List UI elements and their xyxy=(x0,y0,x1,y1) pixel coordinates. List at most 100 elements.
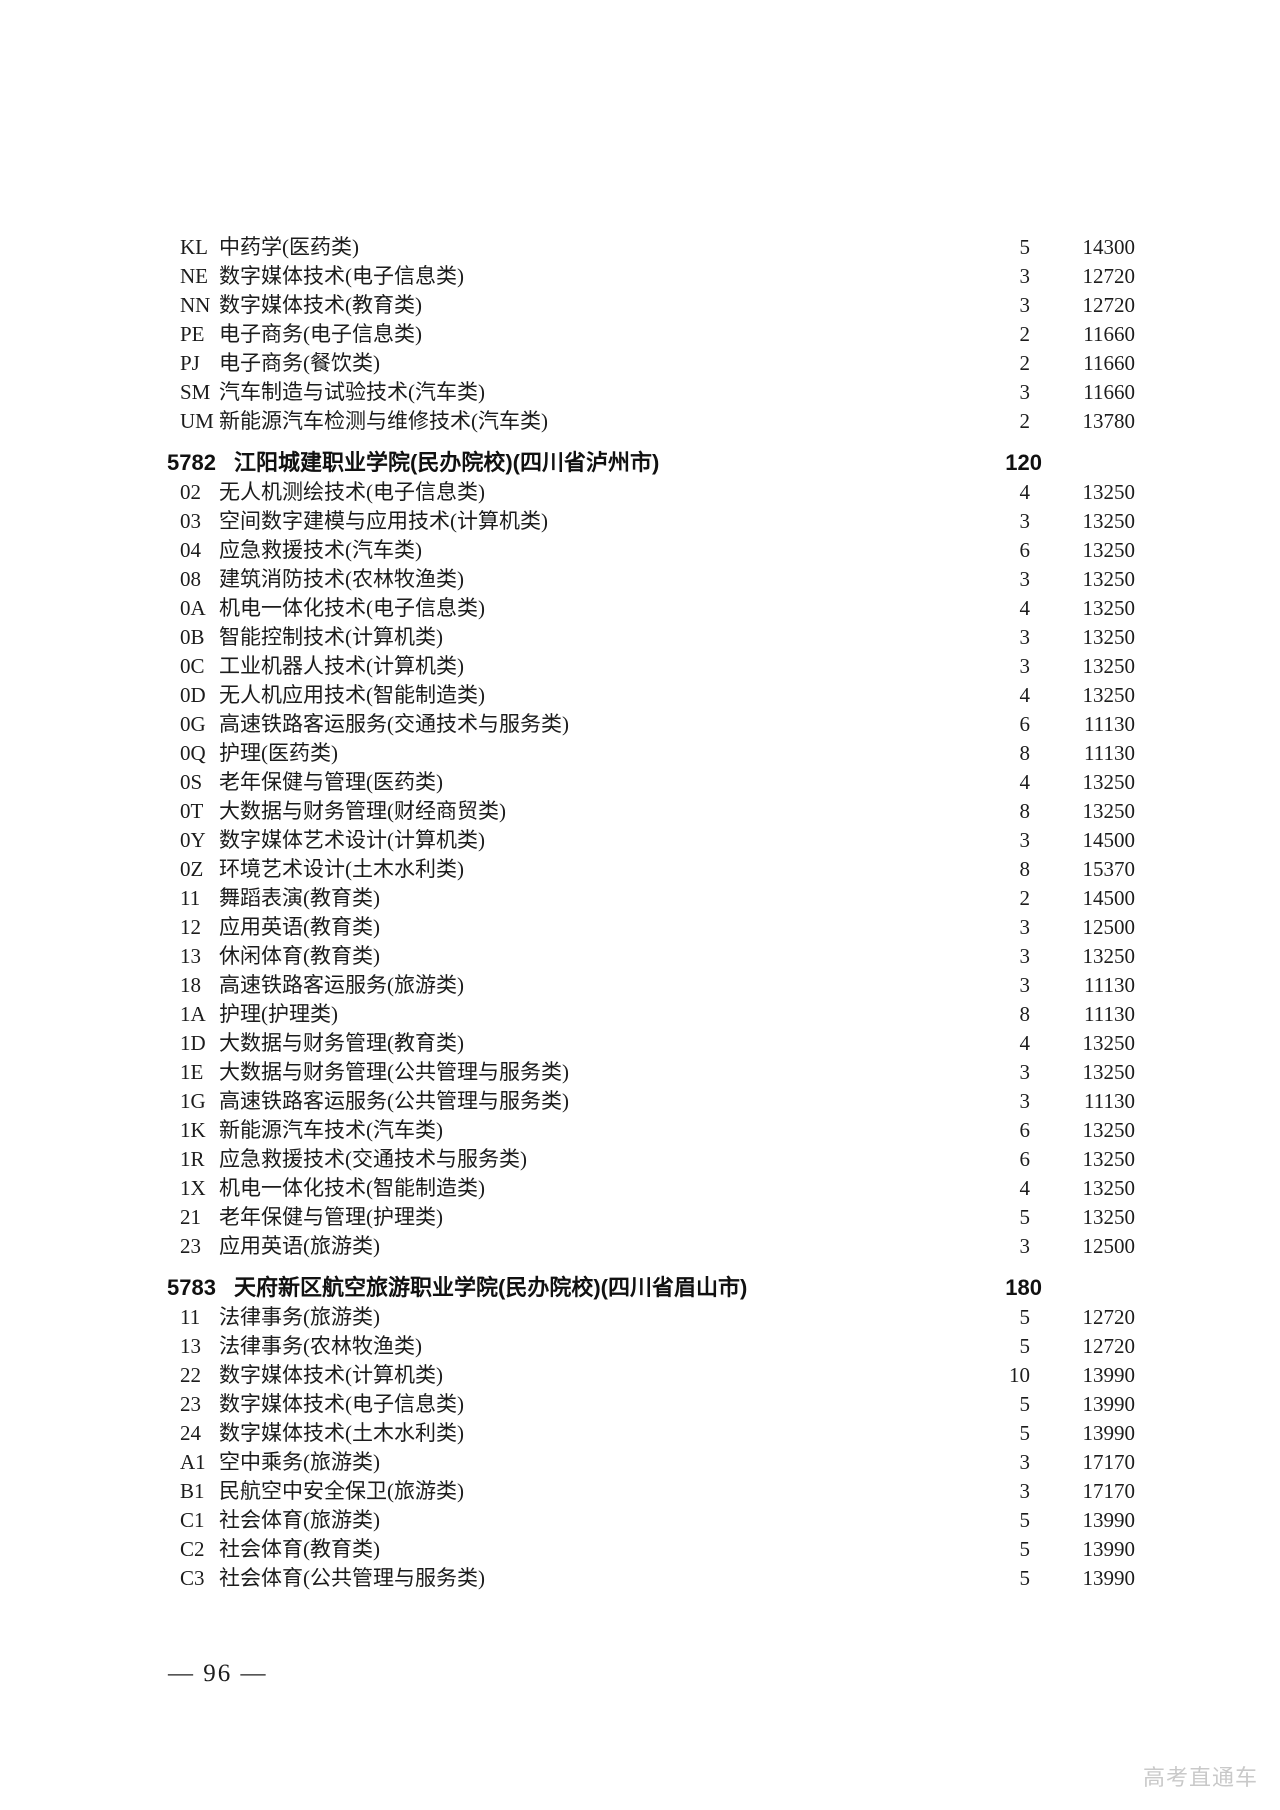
table-row: PE 电子商务(电子信息类) 2 11660 xyxy=(0,320,1280,349)
major-name: 护理(医药类) xyxy=(219,741,338,765)
table-row: C3 社会体育(公共管理与服务类) 5 13990 xyxy=(0,1564,1280,1593)
table-row: 0Q 护理(医药类) 8 11130 xyxy=(0,739,1280,768)
plan-quota: 4 xyxy=(1019,480,1031,504)
table-row: 0D 无人机应用技术(智能制造类) 4 13250 xyxy=(0,681,1280,710)
table-row: 0A 机电一体化技术(电子信息类) 4 13250 xyxy=(0,594,1280,623)
tuition-fee: 13990 xyxy=(1082,1508,1136,1532)
tuition-fee: 12720 xyxy=(1082,293,1136,317)
tuition-fee: 13250 xyxy=(1082,1147,1136,1171)
table-row: 12 应用英语(教育类) 3 12500 xyxy=(0,913,1280,942)
tuition-fee: 17170 xyxy=(1082,1450,1136,1474)
tuition-fee: 13250 xyxy=(1082,1060,1136,1084)
major-code: KL xyxy=(180,235,208,259)
plan-quota: 5 xyxy=(1019,1508,1031,1532)
table-row: PJ 电子商务(餐饮类) 2 11660 xyxy=(0,349,1280,378)
major-code: SM xyxy=(180,380,211,404)
major-code: 13 xyxy=(180,1334,201,1358)
table-row: 1D 大数据与财务管理(教育类) 4 13250 xyxy=(0,1029,1280,1058)
plan-quota: 2 xyxy=(1019,886,1031,910)
tuition-fee: 11130 xyxy=(1084,741,1135,765)
plan-quota: 3 xyxy=(1019,944,1031,968)
major-code: 11 xyxy=(180,886,201,910)
plan-quota: 8 xyxy=(1019,1002,1031,1026)
plan-quota: 3 xyxy=(1019,1060,1031,1084)
school-header-row: 5782 江阳城建职业学院(民办院校)(四川省泸州市) 120 xyxy=(0,448,1280,478)
table-row: 0C 工业机器人技术(计算机类) 3 13250 xyxy=(0,652,1280,681)
tuition-fee: 13990 xyxy=(1082,1537,1136,1561)
major-name: 高速铁路客运服务(旅游类) xyxy=(219,973,464,997)
plan-quota: 10 xyxy=(1009,1363,1030,1387)
tuition-fee: 13250 xyxy=(1082,538,1136,562)
tuition-fee: 12720 xyxy=(1082,1334,1136,1358)
major-code: 11 xyxy=(180,1305,201,1329)
major-code: 0T xyxy=(180,799,204,823)
table-row: NN 数字媒体技术(教育类) 3 12720 xyxy=(0,291,1280,320)
tuition-fee: 13250 xyxy=(1082,625,1136,649)
major-code: C2 xyxy=(180,1537,205,1561)
table-row: 02 无人机测绘技术(电子信息类) 4 13250 xyxy=(0,478,1280,507)
tuition-fee: 13250 xyxy=(1082,683,1136,707)
tuition-fee: 13250 xyxy=(1082,944,1136,968)
table-row: C2 社会体育(教育类) 5 13990 xyxy=(0,1535,1280,1564)
tuition-fee: 11130 xyxy=(1084,973,1135,997)
table-row: B1 民航空中安全保卫(旅游类) 3 17170 xyxy=(0,1477,1280,1506)
tuition-fee: 14500 xyxy=(1082,886,1136,910)
tuition-fee: 11660 xyxy=(1083,322,1135,346)
plan-quota: 6 xyxy=(1019,1147,1031,1171)
table-row: 0Y 数字媒体艺术设计(计算机类) 3 14500 xyxy=(0,826,1280,855)
table-row: 23 应用英语(旅游类) 3 12500 xyxy=(0,1232,1280,1261)
tuition-fee: 15370 xyxy=(1082,857,1136,881)
major-code: 1K xyxy=(180,1118,206,1142)
tuition-fee: 14500 xyxy=(1082,828,1136,852)
major-name: 法律事务(旅游类) xyxy=(219,1305,380,1329)
tuition-fee: 13250 xyxy=(1082,1176,1136,1200)
tuition-fee: 12500 xyxy=(1082,1234,1136,1258)
table-row: 03 空间数字建模与应用技术(计算机类) 3 13250 xyxy=(0,507,1280,536)
major-code: C1 xyxy=(180,1508,205,1532)
table-row: 1K 新能源汽车技术(汽车类) 6 13250 xyxy=(0,1116,1280,1145)
major-name: 大数据与财务管理(教育类) xyxy=(219,1031,464,1055)
tuition-fee: 13990 xyxy=(1082,1421,1136,1445)
table-row: 0G 高速铁路客运服务(交通技术与服务类) 6 11130 xyxy=(0,710,1280,739)
major-name: 智能控制技术(计算机类) xyxy=(219,625,443,649)
major-name: 老年保健与管理(护理类) xyxy=(219,1205,443,1229)
major-name: 民航空中安全保卫(旅游类) xyxy=(219,1479,464,1503)
major-code: 23 xyxy=(180,1234,201,1258)
major-code: 03 xyxy=(180,509,201,533)
major-name: 应急救援技术(交通技术与服务类) xyxy=(219,1147,527,1171)
school-total-quota: 180 xyxy=(1005,1275,1042,1300)
table-row: 1E 大数据与财务管理(公共管理与服务类) 3 13250 xyxy=(0,1058,1280,1087)
major-name: 机电一体化技术(电子信息类) xyxy=(219,596,485,620)
plan-quota: 3 xyxy=(1019,828,1031,852)
table-row: 23 数字媒体技术(电子信息类) 5 13990 xyxy=(0,1390,1280,1419)
major-code: 0Q xyxy=(180,741,206,765)
major-name: 大数据与财务管理(财经商贸类) xyxy=(219,799,506,823)
major-name: 高速铁路客运服务(公共管理与服务类) xyxy=(219,1089,569,1113)
tuition-fee: 13250 xyxy=(1082,480,1136,504)
plan-quota: 4 xyxy=(1019,596,1031,620)
table-row: 0S 老年保健与管理(医药类) 4 13250 xyxy=(0,768,1280,797)
table-row: 1A 护理(护理类) 8 11130 xyxy=(0,1000,1280,1029)
plan-quota: 5 xyxy=(1019,1392,1031,1416)
plan-quota: 2 xyxy=(1019,409,1031,433)
major-code: 0C xyxy=(180,654,205,678)
plan-quota: 8 xyxy=(1019,741,1031,765)
plan-quota: 3 xyxy=(1019,264,1031,288)
plan-quota: 5 xyxy=(1019,1566,1031,1590)
table-row: 1R 应急救援技术(交通技术与服务类) 6 13250 xyxy=(0,1145,1280,1174)
major-name: 数字媒体技术(计算机类) xyxy=(219,1363,443,1387)
table-row: 11 舞蹈表演(教育类) 2 14500 xyxy=(0,884,1280,913)
table-row: C1 社会体育(旅游类) 5 13990 xyxy=(0,1506,1280,1535)
table-row: 0T 大数据与财务管理(财经商贸类) 8 13250 xyxy=(0,797,1280,826)
plan-quota: 3 xyxy=(1019,1479,1031,1503)
major-code: 23 xyxy=(180,1392,201,1416)
plan-quota: 6 xyxy=(1019,1118,1031,1142)
major-code: 18 xyxy=(180,973,201,997)
major-name: 社会体育(旅游类) xyxy=(219,1508,380,1532)
page-number: — 96 — xyxy=(168,1660,268,1687)
major-name: 环境艺术设计(土木水利类) xyxy=(219,857,464,881)
major-name: 数字媒体技术(电子信息类) xyxy=(219,1392,464,1416)
plan-quota: 5 xyxy=(1019,1334,1031,1358)
school-code: 5783 xyxy=(167,1275,216,1300)
